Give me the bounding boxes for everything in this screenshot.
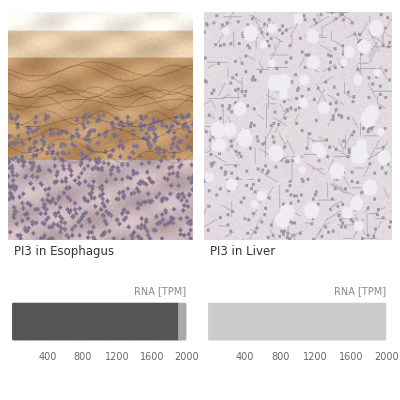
- FancyBboxPatch shape: [342, 303, 351, 340]
- FancyBboxPatch shape: [244, 303, 252, 340]
- FancyBboxPatch shape: [335, 303, 344, 340]
- FancyBboxPatch shape: [95, 303, 104, 340]
- FancyBboxPatch shape: [378, 303, 386, 340]
- FancyBboxPatch shape: [60, 303, 69, 340]
- FancyBboxPatch shape: [116, 303, 124, 340]
- FancyBboxPatch shape: [258, 303, 266, 340]
- FancyBboxPatch shape: [279, 303, 287, 340]
- Text: 1200: 1200: [105, 352, 130, 362]
- FancyBboxPatch shape: [26, 303, 34, 340]
- FancyBboxPatch shape: [19, 303, 27, 340]
- FancyBboxPatch shape: [109, 303, 117, 340]
- FancyBboxPatch shape: [164, 303, 172, 340]
- Text: 1600: 1600: [140, 352, 164, 362]
- Text: RNA [TPM]: RNA [TPM]: [334, 286, 386, 296]
- FancyBboxPatch shape: [88, 303, 96, 340]
- FancyBboxPatch shape: [157, 303, 166, 340]
- FancyBboxPatch shape: [47, 303, 55, 340]
- FancyBboxPatch shape: [272, 303, 280, 340]
- FancyBboxPatch shape: [293, 303, 302, 340]
- FancyBboxPatch shape: [171, 303, 180, 340]
- FancyBboxPatch shape: [350, 303, 358, 340]
- FancyBboxPatch shape: [67, 303, 76, 340]
- Text: 2000: 2000: [374, 352, 399, 362]
- FancyBboxPatch shape: [144, 303, 152, 340]
- FancyBboxPatch shape: [215, 303, 224, 340]
- FancyBboxPatch shape: [307, 303, 316, 340]
- FancyBboxPatch shape: [123, 303, 131, 340]
- Text: 400: 400: [236, 352, 254, 362]
- FancyBboxPatch shape: [74, 303, 83, 340]
- FancyBboxPatch shape: [208, 303, 217, 340]
- Text: 800: 800: [271, 352, 290, 362]
- Text: RNA [TPM]: RNA [TPM]: [134, 286, 186, 296]
- FancyBboxPatch shape: [286, 303, 294, 340]
- FancyBboxPatch shape: [40, 303, 48, 340]
- FancyBboxPatch shape: [250, 303, 259, 340]
- Text: PI3 in Liver: PI3 in Liver: [210, 245, 275, 258]
- FancyBboxPatch shape: [356, 303, 365, 340]
- FancyBboxPatch shape: [371, 303, 379, 340]
- Text: 1600: 1600: [339, 352, 363, 362]
- Text: PI3 in Esophagus: PI3 in Esophagus: [14, 245, 114, 258]
- Text: 1200: 1200: [303, 352, 328, 362]
- FancyBboxPatch shape: [33, 303, 41, 340]
- Text: 2000: 2000: [174, 352, 199, 362]
- FancyBboxPatch shape: [222, 303, 231, 340]
- FancyBboxPatch shape: [265, 303, 273, 340]
- FancyBboxPatch shape: [12, 303, 20, 340]
- Text: 400: 400: [39, 352, 57, 362]
- FancyBboxPatch shape: [300, 303, 308, 340]
- FancyBboxPatch shape: [136, 303, 145, 340]
- FancyBboxPatch shape: [314, 303, 323, 340]
- FancyBboxPatch shape: [229, 303, 238, 340]
- FancyBboxPatch shape: [364, 303, 372, 340]
- FancyBboxPatch shape: [236, 303, 245, 340]
- FancyBboxPatch shape: [102, 303, 110, 340]
- FancyBboxPatch shape: [150, 303, 159, 340]
- FancyBboxPatch shape: [54, 303, 62, 340]
- FancyBboxPatch shape: [328, 303, 337, 340]
- Text: 800: 800: [74, 352, 92, 362]
- FancyBboxPatch shape: [81, 303, 90, 340]
- FancyBboxPatch shape: [130, 303, 138, 340]
- FancyBboxPatch shape: [321, 303, 330, 340]
- FancyBboxPatch shape: [178, 303, 186, 340]
